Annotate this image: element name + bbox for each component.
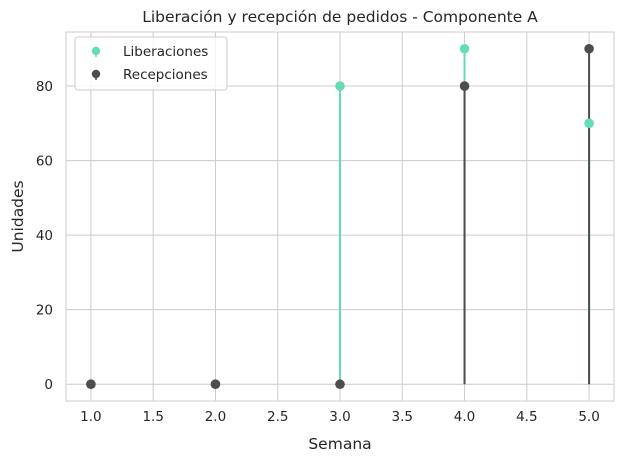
x-tick-label: 4.0	[454, 409, 475, 425]
x-tick-label: 3.5	[392, 409, 413, 425]
marker-recepciones	[210, 379, 221, 390]
x-tick-label: 2.0	[205, 409, 226, 425]
marker-liberaciones	[335, 81, 345, 91]
marker-recepciones	[584, 43, 594, 54]
y-tick-label: 20	[36, 303, 53, 319]
x-tick-labels: 1.0 1.5 2.0 2.5 3.0 3.5 4.0 4.5 5.0	[80, 409, 600, 425]
marker-liberaciones	[459, 43, 470, 54]
legend: Liberaciones Recepciones	[74, 36, 228, 91]
markers	[86, 43, 594, 390]
legend-label-liberaciones: Liberaciones	[123, 44, 208, 60]
legend-box	[74, 36, 228, 91]
x-tick-label: 4.5	[516, 409, 537, 425]
y-tick-labels: 0 20 40 60 80	[36, 79, 53, 393]
plot-frame	[65, 31, 615, 402]
y-tick-label: 0	[44, 377, 53, 393]
y-axis-label: Unidades	[9, 180, 27, 252]
y-tick-label: 60	[36, 154, 53, 170]
x-axis-label: Semana	[308, 435, 371, 453]
marker-recepciones	[86, 379, 96, 390]
x-tick-label: 2.5	[267, 409, 288, 425]
marker-recepciones	[335, 379, 345, 390]
legend-marker-recepciones	[91, 69, 101, 79]
marker-recepciones	[459, 81, 470, 91]
legend-label-recepciones: Recepciones	[123, 67, 208, 83]
stems	[339, 48, 591, 385]
chart-title: Liberación y recepción de pedidos - Comp…	[142, 8, 538, 26]
x-tick-label: 1.5	[142, 409, 163, 425]
x-tick-label: 3.0	[329, 409, 350, 425]
legend-marker-liberaciones	[91, 46, 101, 56]
y-tick-label: 40	[36, 228, 53, 244]
y-tick-label: 80	[36, 79, 53, 95]
x-tick-label: 5.0	[578, 409, 599, 425]
x-tick-label: 1.0	[80, 409, 101, 425]
marker-liberaciones	[584, 118, 594, 129]
